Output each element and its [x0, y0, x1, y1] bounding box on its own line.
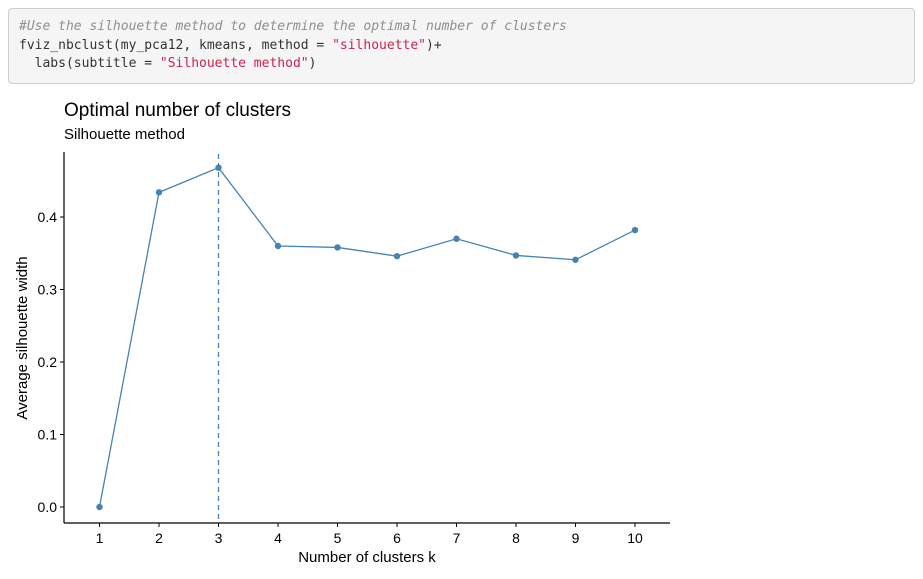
data-point	[453, 235, 460, 242]
y-tick-label: 0.3	[38, 282, 58, 298]
data-point	[215, 164, 222, 171]
y-tick-label: 0.0	[38, 499, 58, 515]
x-tick-label: 7	[453, 530, 461, 546]
y-tick-label: 0.4	[38, 209, 58, 225]
silhouette-chart: Optimal number of clusters Silhouette me…	[14, 100, 670, 566]
data-point	[572, 256, 579, 263]
x-tick-label: 6	[393, 530, 401, 546]
code-subtitle-string: "Silhouette method"	[159, 56, 309, 71]
x-tick-label: 1	[96, 530, 104, 546]
x-tick-label: 9	[572, 530, 580, 546]
chart-subtitle: Silhouette method	[64, 126, 185, 143]
code-fviz-tail: )+	[426, 37, 442, 53]
x-tick-label: 10	[627, 530, 643, 546]
chart-area: Optimal number of clusters Silhouette me…	[0, 88, 923, 574]
x-tick-label: 3	[215, 530, 223, 546]
code-labs-tail: )	[308, 56, 317, 71]
data-point	[274, 242, 282, 250]
code-method-string: "silhouette"	[332, 37, 426, 53]
data-point	[393, 252, 401, 260]
y-tick-label: 0.1	[38, 427, 58, 443]
code-line-fviz: fviz_nbclust(my_pca12, kmeans, method = …	[19, 37, 904, 56]
chart-title: Optimal number of clusters	[64, 100, 291, 121]
data-point	[334, 244, 341, 251]
code-block: #Use the silhouette method to determine …	[8, 8, 915, 84]
data-point	[512, 252, 520, 259]
plot-layer: 0.0 0.1 0.2 0.3 0.4 1 2 3 4 5 6 7 8 9 10	[38, 152, 670, 546]
code-comment-line: #Use the silhouette method to determine …	[19, 18, 904, 37]
x-axis-label: Number of clusters k	[298, 549, 436, 566]
x-tick-label: 5	[334, 530, 342, 546]
y-axis-label: Average silhouette width	[14, 256, 31, 419]
x-tick-label: 2	[155, 530, 163, 546]
data-point	[631, 226, 639, 234]
x-tick-label: 8	[512, 530, 520, 546]
code-labs-call: labs(subtitle =	[19, 56, 160, 71]
code-line-labs: labs(subtitle = "Silhouette method")	[19, 55, 904, 74]
code-fviz-call: fviz_nbclust(my_pca12, kmeans, method =	[19, 37, 333, 53]
x-tick-label: 4	[274, 530, 282, 546]
data-point	[155, 189, 163, 196]
data-point	[96, 503, 103, 511]
code-comment: #Use the silhouette method to determine …	[19, 19, 567, 34]
y-tick-label: 0.2	[38, 354, 58, 370]
silhouette-series-line	[98, 166, 636, 508]
